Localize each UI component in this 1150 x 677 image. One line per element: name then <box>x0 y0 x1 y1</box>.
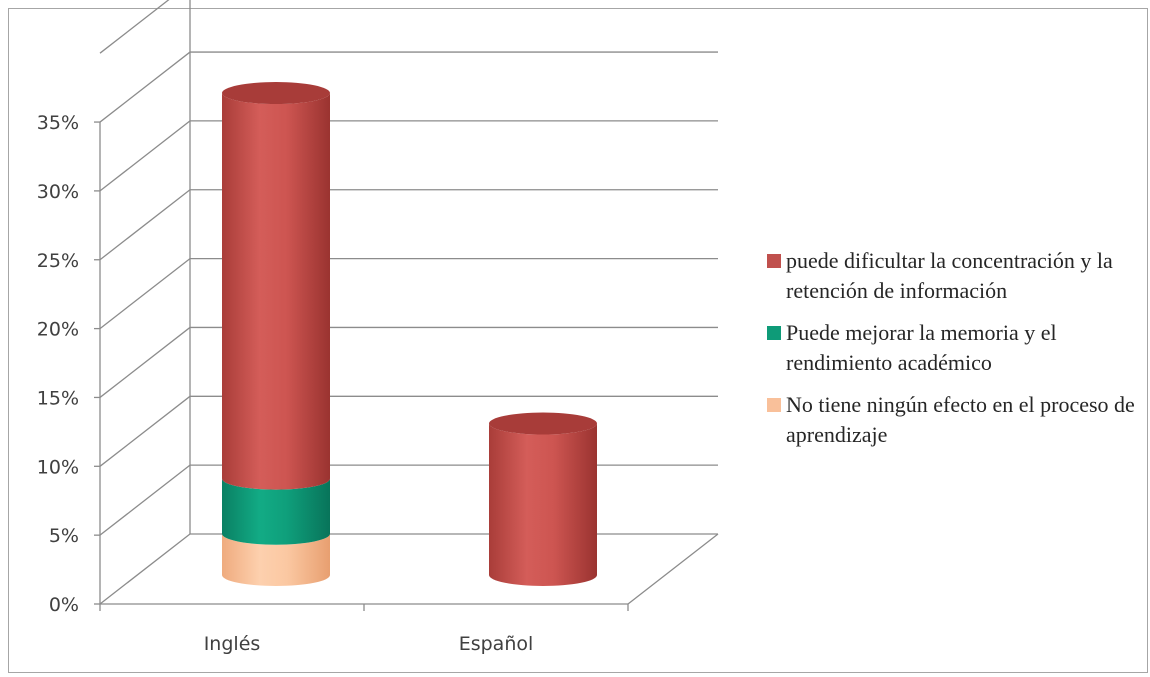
gridline-side <box>99 120 191 192</box>
bar-top-cap <box>489 412 597 435</box>
gridline-side <box>99 395 191 467</box>
bar-top-cap <box>222 82 330 105</box>
legend-swatch-memoria <box>767 326 781 340</box>
legend-item-sin-efecto: No tiene ningún efecto en el proceso de … <box>767 390 1147 450</box>
legend-label-sin-efecto: No tiene ningún efecto en el proceso de … <box>786 392 1135 447</box>
gridline-side <box>99 533 191 605</box>
y-tick-label: 5% <box>49 525 79 547</box>
x-tick-label: Inglés <box>204 633 261 655</box>
gridline-side <box>99 326 191 398</box>
gridline-side <box>99 51 191 123</box>
chart-frame <box>8 8 1148 673</box>
y-tick-label: 35% <box>37 112 79 134</box>
bar-segment <box>222 478 330 545</box>
legend: puede dificultar la concentración y la r… <box>767 246 1147 462</box>
gridline-side <box>99 464 191 536</box>
legend-item-concentracion: puede dificultar la concentración y la r… <box>767 246 1147 306</box>
bar-segment <box>222 533 330 586</box>
y-tick-label: 20% <box>37 319 79 341</box>
legend-swatch-sin-efecto <box>767 398 781 412</box>
y-tick-label: 10% <box>37 456 79 478</box>
gridline-side <box>99 0 170 54</box>
legend-label-concentracion: puede dificultar la concentración y la r… <box>786 248 1113 303</box>
gridline-side <box>99 258 191 330</box>
y-tick-label: 30% <box>37 181 79 203</box>
bar-segment <box>222 93 330 490</box>
floor-right-edge <box>627 533 719 605</box>
y-tick-label: 0% <box>49 594 79 616</box>
y-tick-label: 15% <box>37 387 79 409</box>
gridline-side <box>99 189 191 261</box>
legend-swatch-concentracion <box>767 254 781 268</box>
legend-item-memoria: Puede mejorar la memoria y el rendimient… <box>767 318 1147 378</box>
legend-label-memoria: Puede mejorar la memoria y el rendimient… <box>786 320 1057 375</box>
y-tick-label: 25% <box>37 250 79 272</box>
bar-segment <box>489 423 597 586</box>
x-tick-label: Español <box>459 633 534 655</box>
